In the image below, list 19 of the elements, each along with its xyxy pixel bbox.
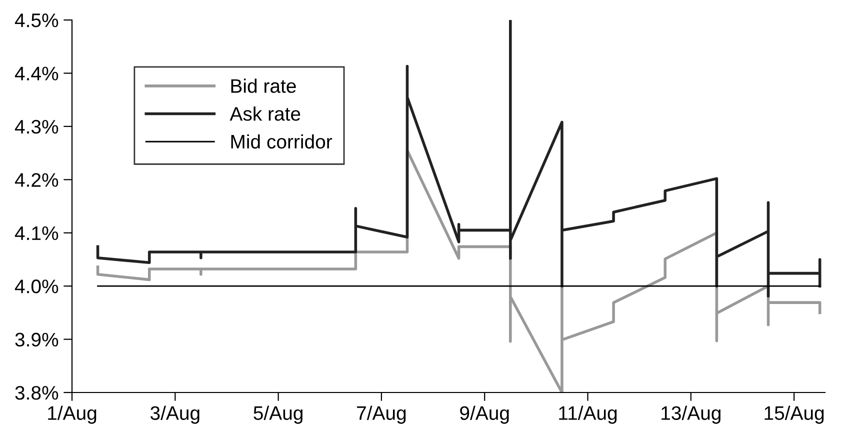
y-tick-label: 4.0% [14, 280, 58, 294]
x-tick-label: 9/Aug [460, 406, 509, 424]
y-tick-label: 4.3% [14, 120, 58, 134]
y-tick-label: 4.4% [14, 66, 58, 80]
y-tick-label: 3.8% [15, 386, 58, 400]
y-tick-label: 4.2% [14, 173, 58, 187]
x-tick-label: 13/Aug [662, 406, 720, 424]
x-tick-label: 7/Aug [357, 406, 406, 424]
legend-label: Ask rate [230, 106, 300, 121]
legend-label: Bid rate [231, 78, 296, 93]
y-tick-label: 3.9% [15, 332, 58, 347]
y-tick-label: 4.5% [14, 14, 58, 28]
x-tick-label: 15/Aug [764, 406, 824, 424]
x-tick-label: 11/Aug [559, 406, 617, 424]
x-tick-label: 1/Aug [48, 406, 96, 424]
legend-label: Mid corridor [231, 134, 332, 149]
x-tick-label: 3/Aug [150, 406, 200, 424]
y-tick-label: 4.1% [14, 226, 58, 240]
x-tick-label: 5/Aug [254, 406, 302, 424]
